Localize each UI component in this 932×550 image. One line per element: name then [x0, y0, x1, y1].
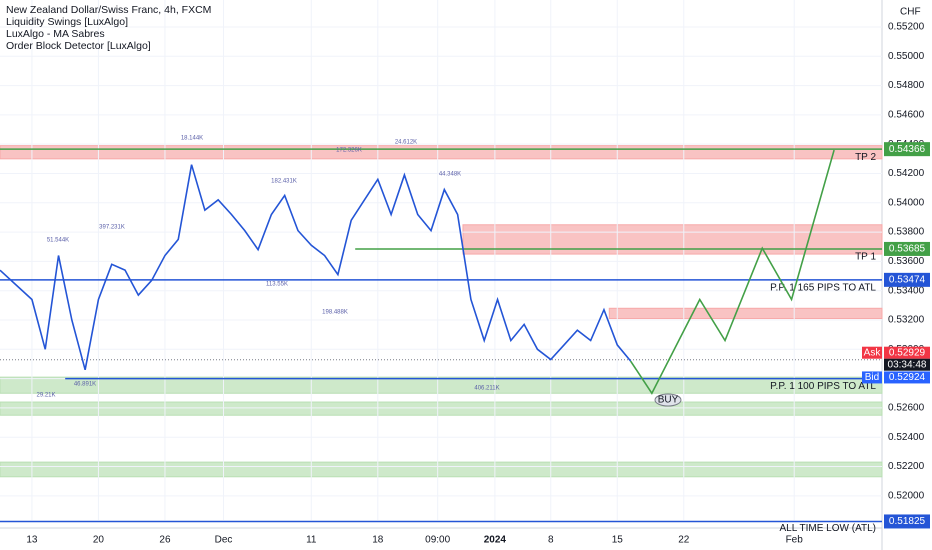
price-tag-label: 0.53474	[889, 274, 926, 285]
volume-label: 29.21K	[36, 393, 55, 399]
x-tick-label: 22	[678, 535, 690, 546]
x-tick-label: Dec	[215, 535, 233, 546]
volume-label: 198.488K	[322, 310, 348, 316]
zone	[0, 145, 883, 160]
zone	[0, 401, 883, 416]
level-label: TP 1	[855, 252, 876, 263]
y-tick-label: 0.54800	[888, 80, 925, 91]
x-tick-label: 26	[159, 535, 171, 546]
bid-label: Bid	[865, 372, 879, 383]
y-tick-label: 0.53800	[888, 227, 925, 238]
x-tick-label: 09:00	[425, 535, 450, 546]
level-label: P.P. 1 165 PIPS TO ATL	[770, 282, 876, 293]
y-tick-label: 0.54200	[888, 168, 925, 179]
x-tick-label: 11	[306, 535, 317, 546]
y-tick-label: 0.52600	[888, 403, 925, 414]
buy-label: BUY	[658, 395, 679, 406]
y-tick-label: 0.55200	[888, 22, 925, 33]
indicator: LuxAlgo - MA Sabres	[6, 28, 105, 40]
volume-label: 18.144K	[181, 136, 203, 142]
x-tick-label: Feb	[786, 535, 804, 546]
bid-tag	[862, 371, 882, 384]
zone	[0, 461, 883, 478]
projection-line	[629, 149, 835, 395]
volume-label: 44.348K	[439, 172, 461, 178]
y-tick-label: 0.52000	[888, 490, 925, 501]
price-tag	[884, 272, 930, 287]
y-tick-label: 0.55000	[888, 51, 925, 62]
price-tag	[884, 241, 930, 256]
ask-label: Ask	[864, 347, 882, 358]
level-label: TP 2	[855, 152, 876, 163]
price-tag	[884, 514, 930, 529]
countdown: 03:34:48	[888, 359, 927, 370]
y-tick-label: 0.52400	[888, 432, 925, 443]
y-tick-label: 0.54600	[888, 110, 925, 121]
x-tick-label: 15	[612, 535, 624, 546]
price-tag-label: 0.54366	[889, 144, 926, 155]
x-tick-label: 18	[372, 535, 384, 546]
y-tick-label: 0.53400	[888, 285, 925, 296]
zone	[608, 307, 883, 320]
ask-tag	[862, 346, 882, 359]
volume-label: 113.55K	[266, 282, 288, 288]
currency: CHF	[900, 7, 921, 18]
x-tick-label: 13	[26, 535, 38, 546]
y-tick-label: 0.54000	[888, 197, 925, 208]
volume-label: 51.544K	[47, 238, 69, 244]
level-label: ALL TIME LOW (ATL)	[780, 523, 877, 534]
price-tag	[884, 142, 930, 157]
indicator: Liquidity Swings [LuxAlgo]	[6, 16, 128, 28]
volume-label: 406.211K	[474, 386, 499, 392]
volume-label: 172.326K	[336, 148, 362, 154]
volume-label: 46.891K	[74, 382, 96, 388]
y-tick-label: 0.53200	[888, 315, 925, 326]
price-line	[0, 164, 632, 371]
y-tick-label: 0.52200	[888, 461, 925, 472]
x-tick-label: 2024	[484, 535, 507, 546]
indicator: Order Block Detector [LuxAlgo]	[6, 40, 151, 52]
price-tag-label: 0.51825	[889, 516, 926, 527]
price-tag	[884, 371, 930, 384]
title: New Zealand Dollar/Swiss Franc, 4h, FXCM	[6, 4, 211, 16]
zone	[0, 376, 883, 394]
y-tick-label: 0.53600	[888, 256, 925, 267]
x-tick-label: 8	[548, 535, 554, 546]
countdown-tag	[884, 358, 930, 371]
buy-badge	[654, 393, 682, 407]
volume-label: 24.612K	[395, 140, 417, 146]
price-tag	[884, 346, 930, 359]
price-tag-label: 0.53685	[889, 244, 926, 255]
bid-price: 0.52924	[889, 372, 926, 383]
x-tick-label: 20	[93, 535, 105, 546]
volume-label: 397.231K	[99, 225, 125, 231]
volume-label: 182.431K	[271, 179, 297, 185]
level-label: P.P. 1 100 PIPS TO ATL	[770, 381, 876, 392]
ask-price: 0.52929	[889, 347, 926, 358]
